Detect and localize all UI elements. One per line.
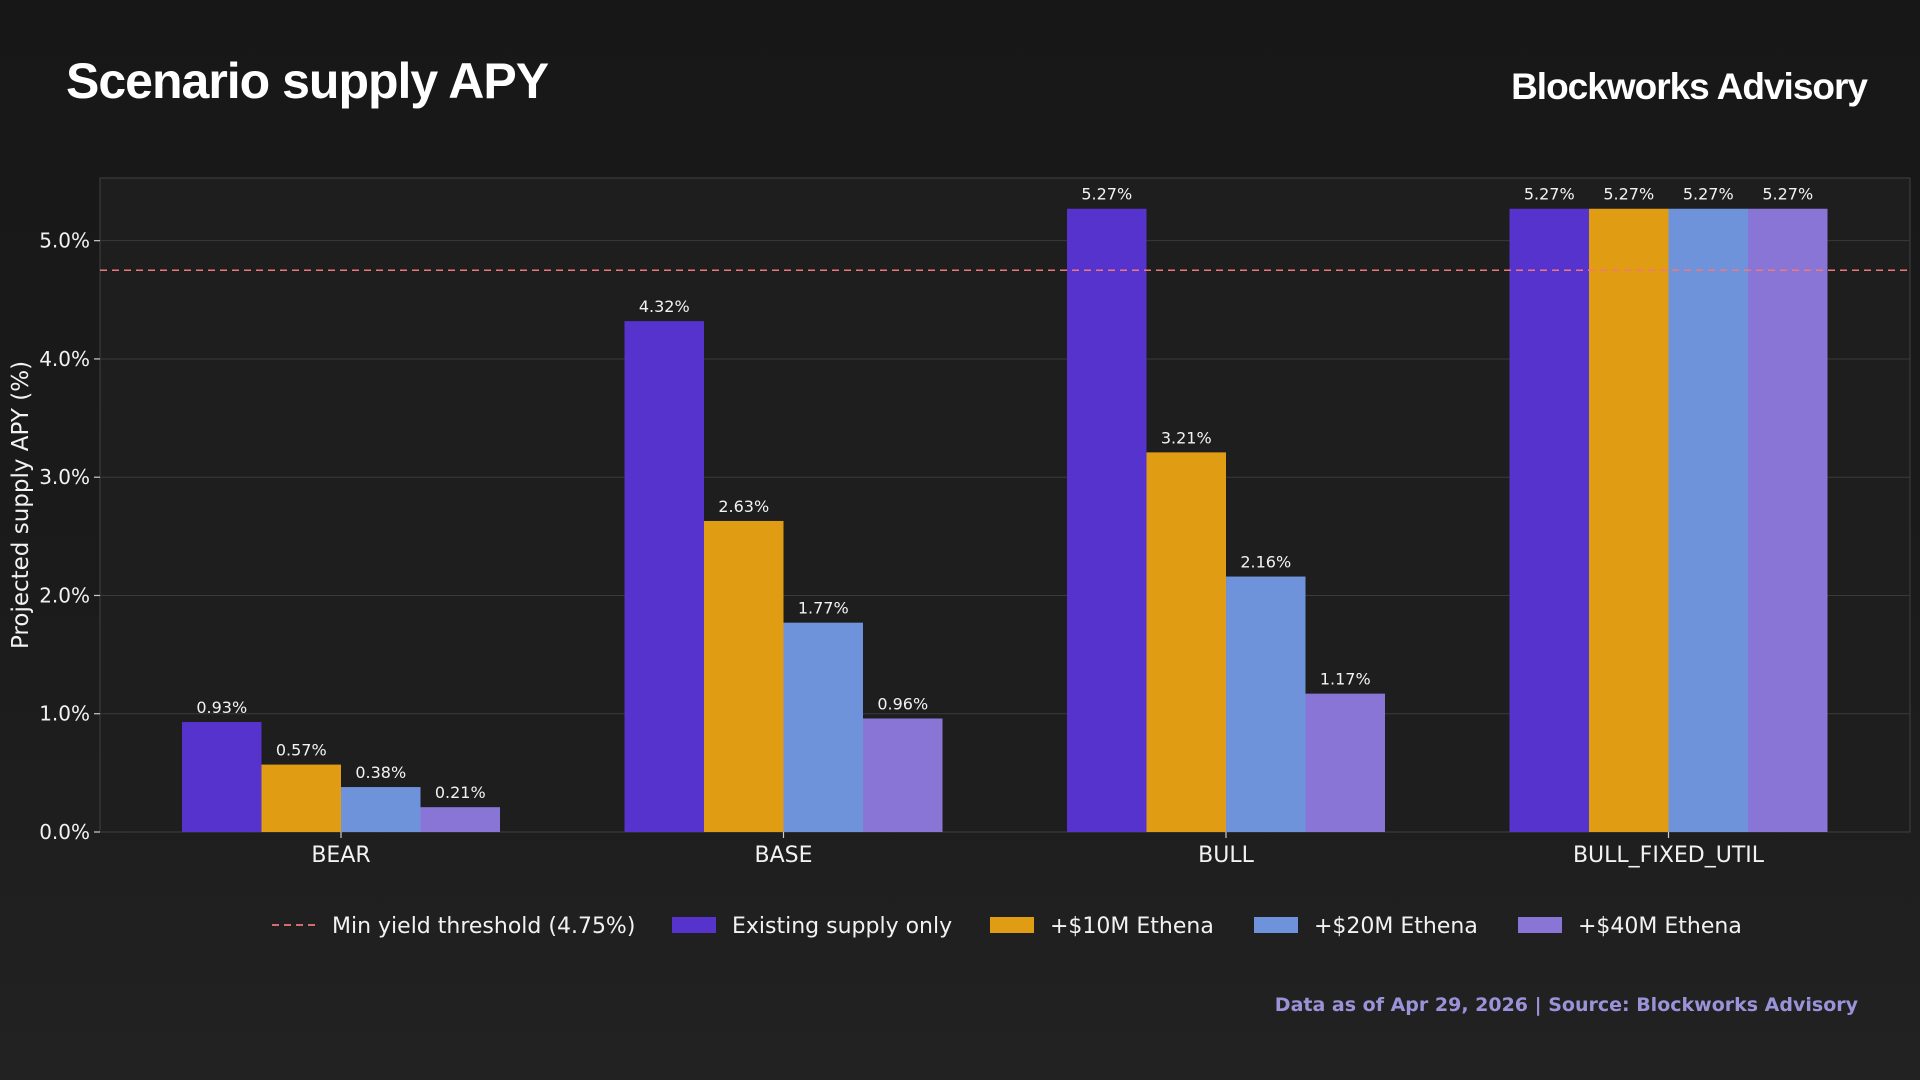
bar xyxy=(624,321,704,832)
bar-value-label: 0.96% xyxy=(877,694,928,713)
bar xyxy=(1668,208,1748,832)
chart-title: Scenario supply APY xyxy=(66,53,549,109)
bar xyxy=(1226,576,1306,832)
bar xyxy=(1589,208,1669,832)
bar-value-label: 3.21% xyxy=(1161,428,1212,447)
bar-value-label: 2.63% xyxy=(718,497,769,516)
legend-label: +$10M Ethena xyxy=(1050,914,1214,939)
bar-value-label: 4.32% xyxy=(639,297,690,316)
bar-value-label: 5.27% xyxy=(1081,185,1132,204)
bar xyxy=(783,622,863,832)
bar-value-label: 5.27% xyxy=(1683,185,1734,204)
bar-value-label: 2.16% xyxy=(1240,553,1291,572)
legend-label: +$20M Ethena xyxy=(1314,914,1478,939)
bar-value-label: 5.27% xyxy=(1603,185,1654,204)
legend-swatch xyxy=(672,917,716,933)
bar-value-label: 1.77% xyxy=(798,599,849,618)
bar xyxy=(182,722,262,832)
bar xyxy=(261,764,341,832)
x-tick-label: BASE xyxy=(754,843,812,868)
y-tick-label: 0.0% xyxy=(39,820,90,844)
bar xyxy=(341,787,421,832)
x-tick-label: BULL xyxy=(1198,843,1254,868)
bar-value-label: 0.38% xyxy=(355,763,406,782)
y-tick-label: 5.0% xyxy=(39,229,90,253)
bar xyxy=(704,520,784,832)
bar-value-label: 0.21% xyxy=(435,783,486,802)
y-tick-label: 2.0% xyxy=(39,583,90,607)
bar-value-label: 0.57% xyxy=(276,741,327,760)
bar-value-label: 0.93% xyxy=(196,698,247,717)
legend-swatch xyxy=(1254,917,1298,933)
bar-value-label: 5.27% xyxy=(1524,185,1575,204)
x-tick-label: BULL_FIXED_UTIL xyxy=(1573,843,1765,868)
y-tick-label: 4.0% xyxy=(39,347,90,371)
bar xyxy=(863,718,943,832)
bar xyxy=(1305,693,1385,832)
legend-swatch xyxy=(1518,917,1562,933)
bar xyxy=(420,807,500,832)
legend-label: Min yield threshold (4.75%) xyxy=(332,914,635,939)
legend-swatch xyxy=(990,917,1034,933)
bar xyxy=(1748,208,1828,832)
source-footnote: Data as of Apr 29, 2026 | Source: Blockw… xyxy=(1274,994,1858,1016)
legend-label: Existing supply only xyxy=(732,914,952,939)
x-tick-label: BEAR xyxy=(311,843,370,868)
bar-value-label: 5.27% xyxy=(1762,185,1813,204)
legend-label: +$40M Ethena xyxy=(1578,914,1742,939)
bar xyxy=(1146,452,1226,832)
bar xyxy=(1067,208,1147,832)
y-axis-label: Projected supply APY (%) xyxy=(8,361,34,649)
bar-value-label: 1.17% xyxy=(1320,670,1371,689)
y-tick-label: 1.0% xyxy=(39,702,90,726)
bar xyxy=(1509,208,1589,832)
y-tick-label: 3.0% xyxy=(39,465,90,489)
brand-logo-text: Blockworks Advisory xyxy=(1511,66,1868,107)
